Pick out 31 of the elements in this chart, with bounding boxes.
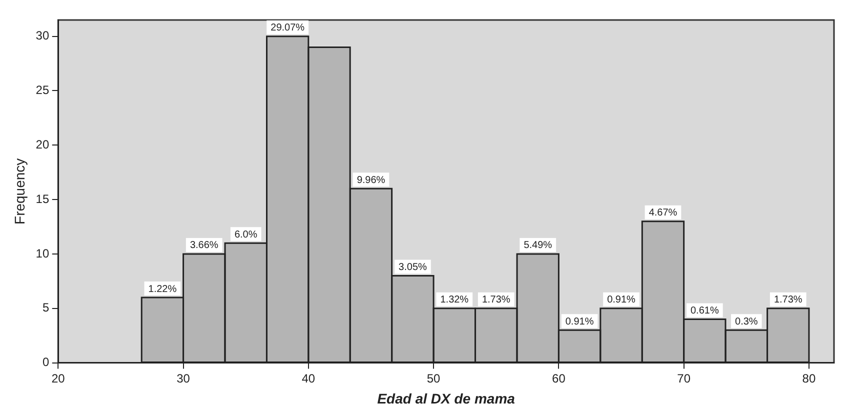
x-tick-label: 40 [302,371,316,386]
annotation: 0.91% [565,316,594,328]
x-tick-label: 20 [51,371,66,386]
annotation: 1.73% [482,294,510,306]
x-tick-label: 80 [802,371,816,386]
annotation: 3.66% [190,240,218,252]
y-tick-label: 0 [42,355,50,370]
annotation: 0.61% [690,306,719,317]
annotation: 1.32% [440,294,469,306]
annotation: 6.0% [234,229,258,240]
x-axis-title: Edad al DX de mama [377,390,516,406]
annotation: 1.22% [148,284,177,295]
annotation: 9.96% [356,174,386,186]
y-axis-title: Frequency [11,158,28,224]
annotation: 4.67% [648,208,678,219]
y-tick-label: 30 [36,28,50,43]
y-tick-label: 20 [36,137,50,152]
y-tick-label: 25 [36,83,50,98]
y-tick-label: 15 [36,192,50,206]
x-tick-label: 50 [426,371,441,386]
annotation: 3.05% [398,262,428,273]
x-tick-label: 60 [552,371,566,386]
y-tick-label: 5 [42,300,50,315]
x-tick-label: 30 [176,371,190,386]
annotation: 0.3% [735,316,758,328]
x-tick-label: 70 [677,371,691,386]
annotation: 1.73% [774,294,802,306]
y-tick-label: 10 [36,246,50,260]
annotation: 0.91% [607,294,636,306]
annotation: 29.07% [270,22,305,34]
annotation: 5.49% [524,240,552,252]
